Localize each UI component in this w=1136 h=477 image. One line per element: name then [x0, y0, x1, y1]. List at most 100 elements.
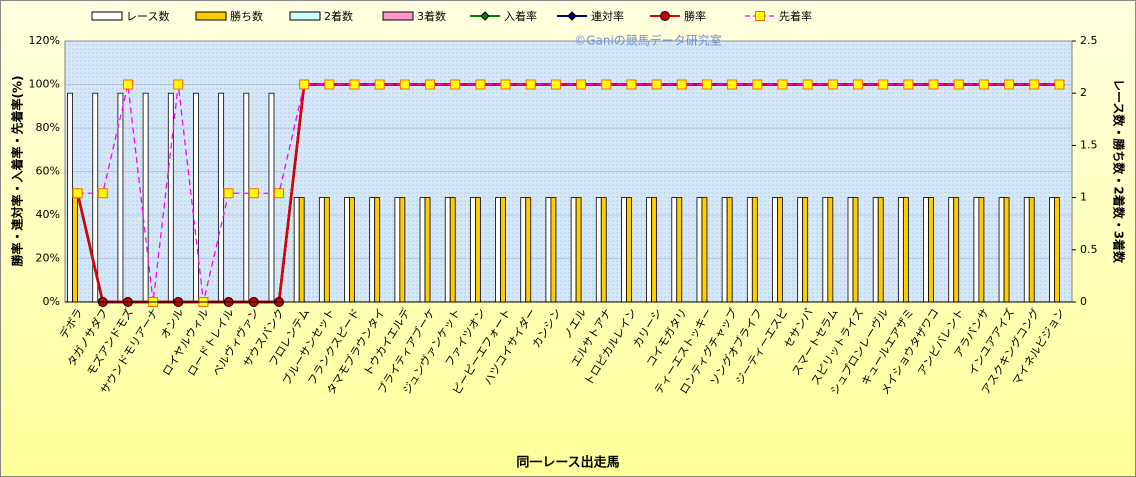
legend-item: 3着数 — [382, 9, 446, 23]
bar — [902, 197, 909, 303]
bar — [847, 197, 854, 303]
bar — [550, 197, 557, 303]
legend-swatch — [289, 11, 321, 21]
bar — [72, 197, 78, 303]
legend-item: 連対率 — [557, 9, 624, 23]
bar — [193, 92, 199, 303]
bar — [802, 197, 809, 303]
marker — [777, 79, 788, 90]
legend-label: 3着数 — [417, 9, 446, 23]
legend-label: 2着数 — [324, 9, 353, 23]
legend-label: 先着率 — [779, 9, 812, 23]
marker — [1054, 79, 1065, 90]
bar — [872, 197, 879, 303]
watermark: ©Ganiの競馬データ研究室 — [574, 33, 722, 48]
marker — [928, 79, 939, 90]
marker — [802, 79, 813, 90]
marker — [374, 79, 385, 90]
y2-tick-label: 0.5 — [1080, 243, 1098, 256]
bar — [827, 197, 834, 303]
marker — [878, 79, 889, 90]
marker — [727, 79, 738, 90]
bar — [877, 197, 884, 303]
bar — [474, 197, 481, 303]
bar — [575, 197, 582, 303]
legend-item: 入着率 — [470, 9, 537, 23]
marker — [1004, 79, 1015, 90]
y-tick-label: 40% — [36, 208, 60, 221]
y-tick-label: 60% — [36, 165, 60, 178]
marker — [701, 79, 712, 90]
bar — [651, 197, 658, 303]
marker — [500, 79, 511, 90]
y-tick-label: 20% — [36, 252, 60, 265]
legend-label: 勝率 — [684, 9, 706, 23]
bar — [595, 197, 602, 303]
legend-label: 勝ち数 — [230, 9, 263, 23]
legend-item: レース数 — [91, 10, 169, 23]
bar — [746, 197, 753, 303]
bar — [545, 197, 552, 303]
bar — [1023, 197, 1030, 303]
marker — [827, 79, 838, 90]
bar — [923, 197, 929, 303]
bar — [948, 197, 955, 303]
bar — [399, 197, 406, 303]
marker — [550, 79, 561, 90]
y-tick-label: 0% — [43, 295, 60, 308]
bar — [1003, 197, 1010, 303]
bar — [751, 197, 758, 303]
legend-swatch — [91, 11, 123, 21]
bar — [1054, 197, 1060, 303]
marker — [349, 79, 360, 90]
bar — [772, 197, 778, 303]
bar — [349, 197, 355, 303]
bar — [676, 197, 683, 303]
bar — [424, 197, 431, 303]
bar — [998, 197, 1005, 303]
bar — [449, 197, 456, 303]
bar — [369, 197, 376, 303]
bar — [978, 197, 985, 303]
bar — [268, 92, 275, 303]
bar — [777, 197, 783, 303]
legend-label: 連対率 — [591, 9, 624, 23]
legend-item: 勝率 — [650, 9, 706, 23]
bar — [444, 197, 451, 303]
bar — [646, 197, 653, 303]
marker — [223, 188, 234, 199]
bar — [419, 197, 426, 303]
marker — [601, 79, 612, 90]
bar — [344, 197, 350, 303]
bar — [293, 197, 300, 303]
bar — [495, 197, 501, 303]
marker — [576, 79, 587, 90]
bar — [852, 197, 859, 303]
marker — [122, 79, 133, 90]
legend-swatch — [195, 11, 227, 21]
marker — [626, 79, 637, 90]
marker — [173, 79, 184, 90]
line — [77, 83, 1060, 303]
bar — [626, 197, 632, 303]
y2-axis-title: レース数・勝ち数・2着数・3着数 — [1112, 79, 1127, 264]
bar — [394, 197, 401, 303]
bar — [469, 197, 476, 303]
marker — [660, 11, 670, 21]
bar — [822, 197, 829, 303]
bar — [298, 197, 305, 303]
bar — [167, 92, 174, 303]
marker — [651, 79, 662, 90]
y-tick-label: 80% — [36, 121, 60, 134]
bar — [500, 197, 506, 303]
bar — [621, 197, 627, 303]
bar — [696, 197, 703, 303]
y2-tick-label: 2.5 — [1080, 34, 1098, 47]
bar — [953, 197, 960, 303]
bar — [897, 197, 904, 303]
y2-tick-label: 1.5 — [1080, 138, 1098, 151]
bar — [701, 197, 708, 303]
bar — [928, 197, 934, 303]
bar — [374, 197, 381, 303]
bar — [726, 197, 733, 303]
